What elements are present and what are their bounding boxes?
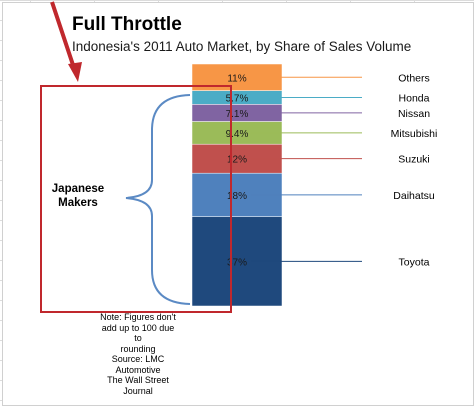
note-line: add up to 100 due to [101,322,175,344]
series-label-others: Others [398,72,430,84]
series-label-nissan: Nissan [398,108,430,120]
note-line: rounding [120,343,156,354]
note-line: Source: LMC [111,354,165,364]
note-line: Journal [123,385,153,396]
group-label-line: Makers [58,197,98,209]
group-label: Japanese Makers [40,182,116,210]
stacked-column: 37% 18% 12% 9.4% 7.1% 5.7% 11% [191,63,283,307]
japanese-makers-brace [125,94,191,305]
data-label-toyota: 37% [227,257,247,268]
note-line: The Wall Street [107,375,169,385]
note-line: Automotive [115,364,161,375]
series-label-mitsubishi: Mitsubishi [391,128,438,140]
series-label-honda: Honda [399,92,430,104]
arrow-icon [50,1,82,82]
source-note: Note: Figures don't add up to 100 due to… [98,312,178,396]
data-label-nissan: 7.1% [226,109,249,120]
highlight-box [40,85,232,313]
leader-lines: Toyota Daihatsu Suzuki Mitsubishi Nissan Hond… [251,72,437,268]
data-label-suzuki: 12% [227,155,247,166]
series-label-daihatsu: Daihatsu [393,190,435,202]
note-line: Note: Figures don't [100,312,176,322]
series-label-suzuki: Suzuki [398,154,430,166]
chart-subtitle: Indonesia's 2011 Auto Market, by Share o… [72,39,412,54]
data-label-mitsubishi: 9.4% [226,129,249,140]
group-label-line: Japanese [51,183,105,195]
data-label-daihatsu: 18% [227,191,247,202]
series-label-toyota: Toyota [399,256,430,268]
data-label-honda: 5.7% [226,93,249,104]
data-label-others: 11% [227,73,246,84]
chart-title: Full Throttle [72,14,182,35]
